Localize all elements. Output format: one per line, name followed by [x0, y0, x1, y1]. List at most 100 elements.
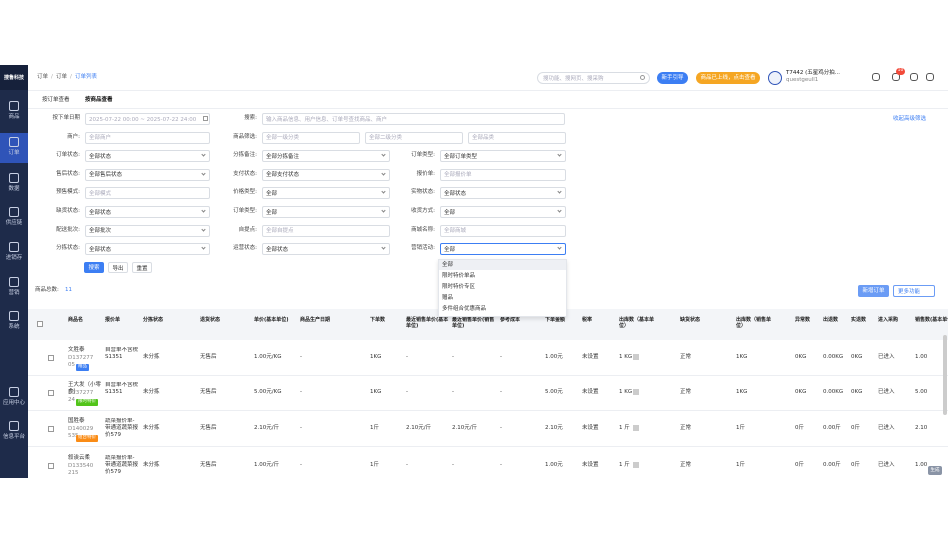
corner-chip[interactable]: 生成: [928, 466, 942, 475]
filter-input[interactable]: 全部自提点: [262, 224, 390, 237]
filter-select[interactable]: 全部状态: [85, 150, 210, 163]
nav-item[interactable]: 数据: [8, 186, 20, 192]
order-code: D137277 24: [68, 390, 94, 403]
filter-input[interactable]: 输入商品信息、用户信息、订单号查找商品、商户: [262, 113, 565, 125]
filter-input[interactable]: 全部一级分类: [262, 131, 360, 144]
filter-label: 运营状态:: [233, 245, 257, 252]
nav-icon[interactable]: [9, 207, 19, 217]
guide-button[interactable]: 新手引导: [657, 72, 688, 84]
table-cell: 0KG: [795, 354, 807, 360]
product-name[interactable]: 国胜泰: [68, 418, 85, 424]
filter-select[interactable]: 全部状态: [85, 243, 210, 256]
filter-select[interactable]: 全部: [262, 187, 390, 200]
breadcrumb-item: 订单列表: [75, 74, 98, 80]
toolbar-icon[interactable]: [910, 73, 918, 81]
table-header: 下单金额: [545, 317, 566, 323]
dropdown-option[interactable]: 全部: [439, 260, 566, 270]
nav-item[interactable]: 商品: [8, 114, 20, 120]
nav-icon[interactable]: [9, 387, 19, 397]
filter-input[interactable]: 全部品类: [468, 131, 566, 144]
table-header: 退货状态: [200, 317, 221, 323]
nav-icon[interactable]: [9, 137, 19, 147]
table-cell: 1KG: [370, 389, 382, 395]
product-name[interactable]: 文胜泰: [68, 347, 85, 353]
filter-button[interactable]: 重置: [132, 262, 152, 273]
nav-icon[interactable]: [9, 173, 19, 183]
nav-item[interactable]: 进销存: [5, 255, 23, 261]
row-checkbox[interactable]: [48, 463, 54, 469]
nav-icon[interactable]: [9, 242, 19, 252]
table-cell: -: [406, 389, 408, 395]
nav-icon[interactable]: [9, 421, 19, 431]
breadcrumb-separator: /: [70, 74, 72, 80]
filter-input[interactable]: 2025-07-22 00:00 ~ 2025-07-22 24:00: [85, 113, 210, 125]
header-checkbox[interactable]: [37, 321, 43, 327]
nav-icon[interactable]: [9, 101, 19, 111]
user-name[interactable]: T7442 (五星鸡分拍...: [786, 70, 840, 76]
dropdown-option[interactable]: 赠品: [442, 295, 454, 301]
dropdown-option[interactable]: 多件组合优惠商品: [442, 306, 487, 312]
filter-select[interactable]: 全部状态: [262, 243, 390, 256]
table-header: 出退数: [823, 317, 839, 323]
dropdown-option[interactable]: 限时特价专区: [442, 284, 476, 290]
table-cell: 2.10元/斤: [452, 425, 478, 431]
date-icon: [203, 116, 208, 121]
filter-select[interactable]: 全部订单类型: [440, 150, 566, 163]
row-checkbox[interactable]: [48, 426, 54, 432]
filter-select[interactable]: 全部批次: [85, 224, 210, 237]
filter-select[interactable]: 全部: [440, 206, 566, 218]
filter-input[interactable]: 全部模式: [85, 187, 210, 200]
breadcrumb-item[interactable]: 订单: [56, 74, 68, 80]
dropdown-option[interactable]: 限时特价单品: [442, 273, 476, 279]
filter-select[interactable]: 全部状态: [440, 187, 566, 200]
filter-select[interactable]: 全部: [440, 243, 566, 256]
badge: 10: [896, 68, 905, 75]
breadcrumb-item[interactable]: 订单: [37, 74, 49, 80]
table-cell: -: [452, 354, 454, 360]
nav-item[interactable]: 供应链: [5, 220, 23, 226]
table-header: 商品生产日期: [300, 317, 331, 323]
nav-item[interactable]: 应用中心: [2, 400, 25, 406]
table-cell: 1KG: [370, 354, 382, 360]
toolbar-icon[interactable]: [872, 73, 880, 81]
row-checkbox[interactable]: [48, 390, 54, 396]
filter-select[interactable]: 全部支付状态: [262, 168, 390, 181]
filter-input[interactable]: 全部商户: [85, 131, 210, 144]
filter-input[interactable]: 全部商城: [440, 224, 566, 237]
search-box[interactable]: 搜功能、搜网页、搜采购: [537, 72, 650, 84]
collapse-link[interactable]: 收起高级筛选: [893, 116, 927, 122]
nav-icon[interactable]: [9, 311, 19, 321]
nav-item[interactable]: 营销: [8, 290, 20, 296]
cell-icon: [633, 462, 639, 468]
avatar[interactable]: [768, 71, 782, 85]
promo-button[interactable]: 商品已上线，点击查看: [696, 72, 760, 84]
filter-label: 搜索:: [244, 115, 257, 121]
tab[interactable]: 按订单查看: [42, 97, 70, 103]
add-order-button[interactable]: 新增订单: [858, 285, 889, 297]
filter-input[interactable]: 全部二级分类: [365, 131, 463, 144]
filter-input[interactable]: 全部报价单: [440, 168, 566, 181]
more-button[interactable]: 更多功能: [893, 285, 935, 297]
filter-button[interactable]: 导出: [108, 262, 128, 273]
filter-select[interactable]: 全部售后状态: [85, 168, 210, 181]
filter-select[interactable]: 全部: [262, 206, 390, 218]
nav-item[interactable]: 系统: [8, 324, 20, 330]
table-cell: 未设置: [582, 462, 599, 468]
nav-item[interactable]: 订单: [8, 150, 20, 156]
toolbar-icon[interactable]: [926, 73, 934, 81]
nav-icon[interactable]: [9, 277, 19, 287]
tab[interactable]: 按商品查看: [85, 97, 113, 103]
table-cell: 未设置: [582, 354, 599, 360]
product-name[interactable]: 叙诶云柔: [68, 455, 91, 461]
nav-item[interactable]: 信息平台: [2, 434, 25, 440]
table-header: 下单数: [370, 317, 386, 323]
tab-line: [28, 108, 948, 109]
nav-active: [0, 133, 28, 163]
product-name[interactable]: 王大发（小零食）: [68, 382, 102, 395]
row-checkbox[interactable]: [48, 355, 54, 361]
filter-select[interactable]: 全部状态: [85, 206, 210, 218]
filter-select[interactable]: 全部分拣备注: [262, 150, 390, 163]
table-cell: 1 KG: [619, 354, 633, 360]
filter-button[interactable]: 搜索: [84, 262, 104, 273]
